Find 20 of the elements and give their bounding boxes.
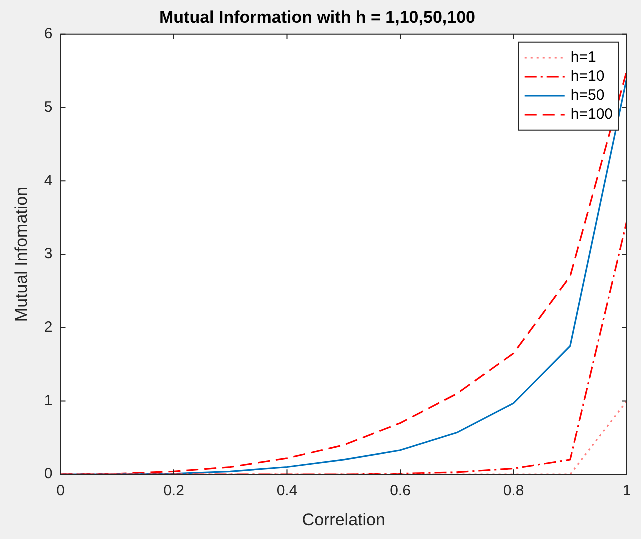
y-tick-label: 5 <box>44 98 53 116</box>
x-axis-title: Correlation <box>302 510 386 530</box>
x-tick-label: 0 <box>56 482 65 500</box>
x-tick-label: 0.6 <box>390 482 411 500</box>
x-tick-label: 0.8 <box>503 482 524 500</box>
x-tick-label: 1 <box>622 482 632 500</box>
y-tick-label: 1 <box>44 392 53 410</box>
y-tick-label: 3 <box>44 246 53 263</box>
y-axis-title: Mutual Infomation <box>12 186 31 322</box>
legend-label: h=100 <box>570 106 614 124</box>
y-tick-label: 2 <box>44 319 53 336</box>
y-tick-label: 6 <box>44 26 53 43</box>
y-tick-label: 0 <box>44 466 53 483</box>
legend-label: h=1 <box>570 49 596 66</box>
chart-title: Mutual Information with h = 1,10,50,100 <box>160 8 476 27</box>
legend-label: h=10 <box>570 68 605 86</box>
y-tick-label: 4 <box>44 172 53 190</box>
legend-label: h=50 <box>570 87 605 104</box>
x-tick-label: 0.4 <box>276 482 298 500</box>
x-tick-label: 0.2 <box>164 482 184 500</box>
